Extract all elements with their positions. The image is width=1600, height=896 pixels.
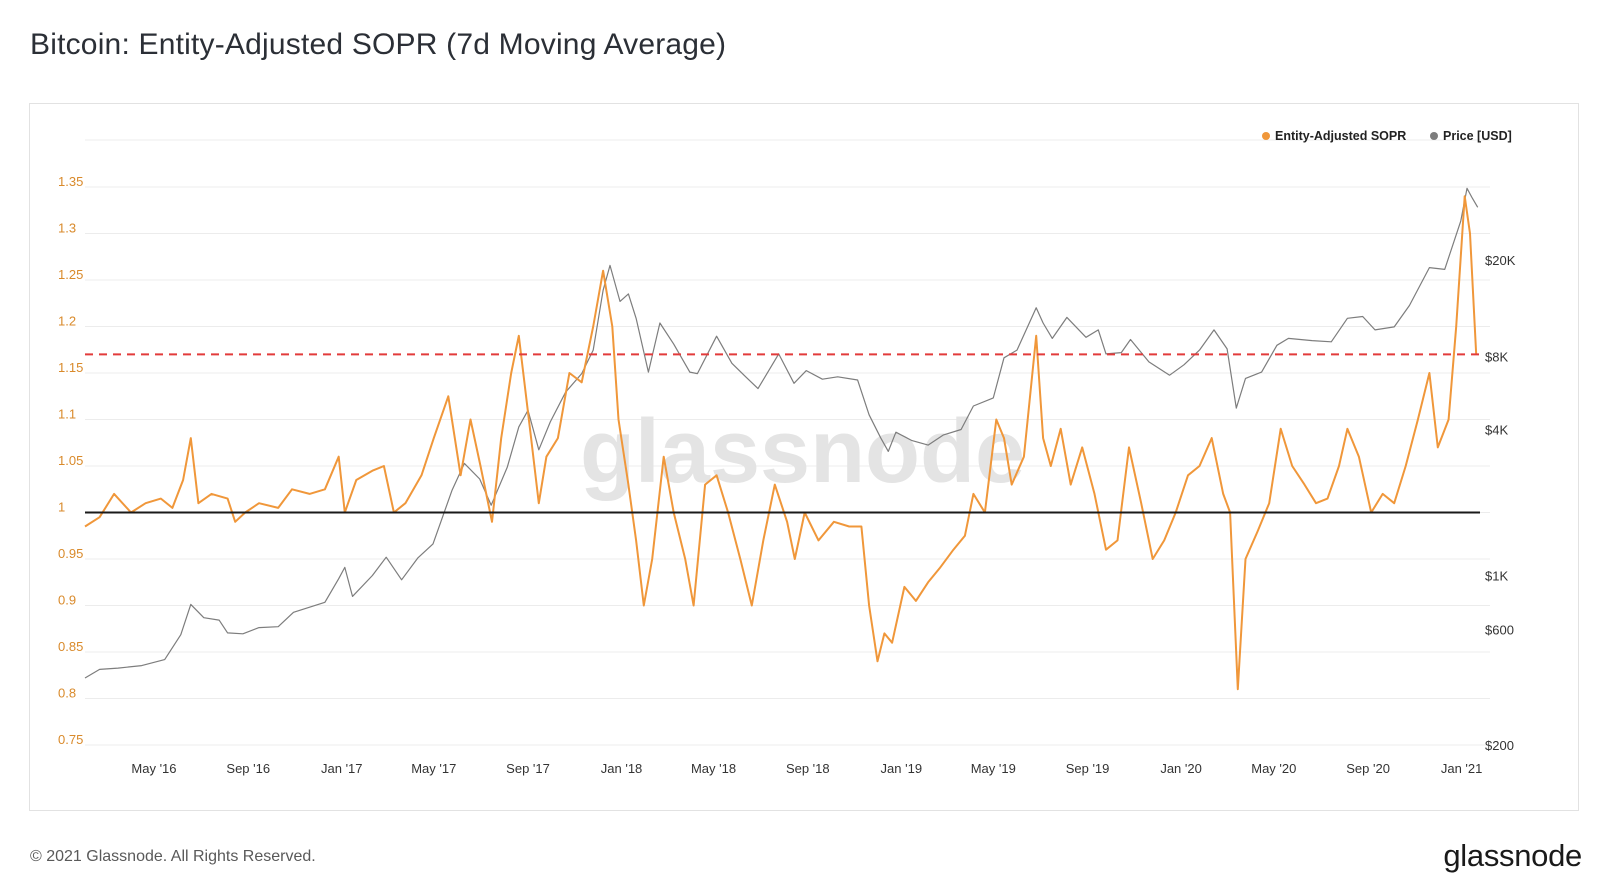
x-tick-label: May '20	[1251, 761, 1296, 776]
y-right-tick-label: $20K	[1485, 253, 1516, 268]
legend-price-label[interactable]: Price [USD]	[1443, 129, 1512, 143]
x-tick-label: Sep '19	[1066, 761, 1110, 776]
glassnode-logo[interactable]: glassnode	[1443, 838, 1582, 873]
x-tick-label: May '18	[691, 761, 736, 776]
y-left-tick-label: 1	[58, 500, 65, 515]
chart-title: Bitcoin: Entity-Adjusted SOPR (7d Moving…	[30, 28, 727, 61]
legend-price-marker	[1430, 132, 1438, 140]
x-tick-label: Sep '17	[506, 761, 550, 776]
y-left-tick-label: 1.15	[58, 360, 83, 375]
legend-sopr-label[interactable]: Entity-Adjusted SOPR	[1275, 129, 1406, 143]
x-tick-label: Jan '20	[1160, 761, 1202, 776]
y-left-tick-label: 1.1	[58, 407, 76, 422]
x-tick-label: Jan '17	[321, 761, 363, 776]
y-left-tick-label: 0.85	[58, 639, 83, 654]
x-tick-label: Sep '20	[1346, 761, 1390, 776]
x-tick-label: Jan '21	[1441, 761, 1483, 776]
x-tick-label: Jan '19	[881, 761, 923, 776]
y-right-tick-label: $200	[1485, 738, 1514, 753]
x-tick-label: May '19	[971, 761, 1016, 776]
copyright-text: © 2021 Glassnode. All Rights Reserved.	[30, 848, 316, 865]
x-tick-label: Sep '18	[786, 761, 830, 776]
y-left-tick-label: 1.35	[58, 174, 83, 189]
x-tick-label: Jan '18	[601, 761, 643, 776]
y-left-tick-label: 1.25	[58, 267, 83, 282]
y-right-tick-label: $8K	[1485, 350, 1508, 365]
legend-sopr-marker	[1262, 132, 1270, 140]
y-left-tick-label: 1.2	[58, 314, 76, 329]
y-right-tick-label: $1K	[1485, 568, 1508, 583]
y-left-tick-label: 0.9	[58, 593, 76, 608]
x-tick-label: May '16	[131, 761, 176, 776]
y-left-tick-label: 0.75	[58, 732, 83, 747]
y-right-tick-label: $600	[1485, 622, 1514, 637]
x-tick-label: May '17	[411, 761, 456, 776]
y-right-tick-label: $4K	[1485, 423, 1508, 438]
chart-svg[interactable]: glassnode 1.35 1.3 1.25 1.2 1.15 1.1 1.05 1 0.95 0…	[30, 104, 1580, 812]
watermark: glassnode	[580, 402, 1025, 502]
y-left-tick-label: 0.8	[58, 686, 76, 701]
x-tick-label: Sep '16	[226, 761, 270, 776]
chart-panel: glassnode 1.35 1.3 1.25 1.2 1.15 1.1 1.05 1 0.95 0…	[29, 103, 1579, 811]
y-left-tick-label: 1.3	[58, 221, 76, 236]
y-left-tick-label: 1.05	[58, 453, 83, 468]
y-left-tick-label: 0.95	[58, 546, 83, 561]
